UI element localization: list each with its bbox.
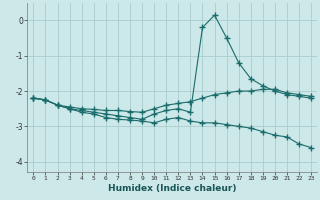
X-axis label: Humidex (Indice chaleur): Humidex (Indice chaleur)	[108, 184, 236, 193]
